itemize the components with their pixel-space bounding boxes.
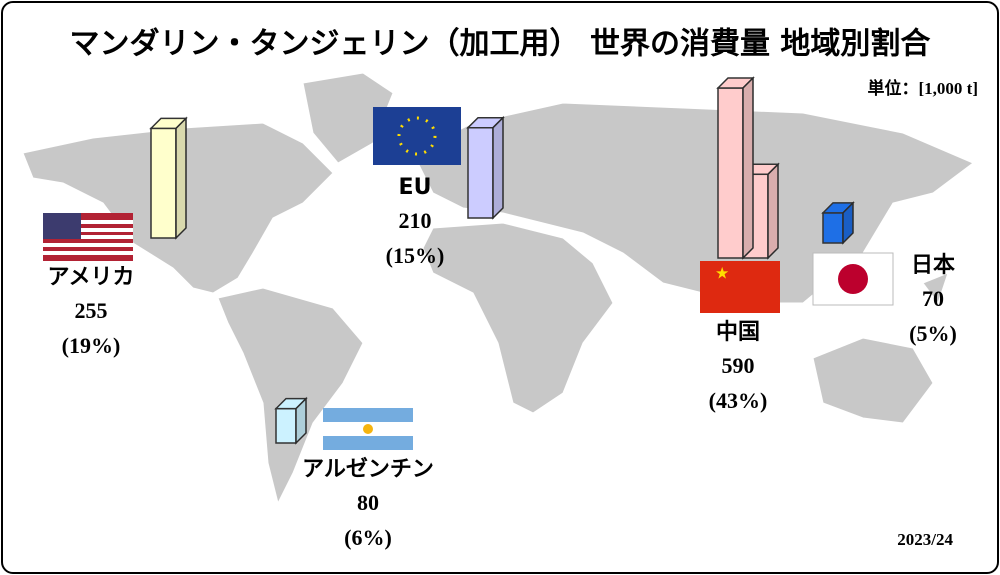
region-label: アメリカ bbox=[48, 265, 135, 290]
flag-china: ★ bbox=[700, 261, 780, 313]
flag-eu bbox=[373, 107, 461, 165]
bar-side bbox=[767, 162, 779, 260]
bar-side bbox=[492, 115, 504, 220]
region-label: 日本 bbox=[911, 253, 955, 278]
value-label: 590 bbox=[722, 353, 755, 378]
unit: 単位：[1,000 t] bbox=[868, 78, 978, 98]
bar bbox=[150, 127, 177, 239]
share-label: (15%) bbox=[386, 243, 445, 268]
chart: マンダリン・タンジェリン（加工用） 世界の消費量 地域別割合 単位：[1,000… bbox=[22, 27, 978, 550]
region-label: 中国 bbox=[716, 320, 760, 345]
bar bbox=[275, 407, 297, 444]
flag-japan bbox=[812, 252, 894, 306]
share-label: (5%) bbox=[909, 321, 957, 346]
share-label: (6%) bbox=[344, 525, 392, 550]
bar bbox=[467, 126, 494, 219]
flag-usa bbox=[43, 213, 133, 261]
period: 2023/24 bbox=[897, 530, 953, 549]
bar-side bbox=[742, 76, 754, 260]
bar-side bbox=[295, 396, 307, 445]
flag-argentina bbox=[323, 408, 413, 450]
share-label: (19%) bbox=[62, 333, 121, 358]
title: マンダリン・タンジェリン（加工用） 世界の消費量 地域別割合 bbox=[70, 27, 931, 62]
region-label: EU bbox=[399, 175, 432, 200]
value-label: 80 bbox=[357, 490, 379, 515]
star: ★ bbox=[715, 266, 729, 283]
bar-side bbox=[175, 116, 187, 240]
share-label: (43%) bbox=[709, 388, 768, 413]
value-label: 255 bbox=[75, 298, 108, 323]
region-label: アルゼンチン bbox=[302, 457, 434, 482]
bar bbox=[822, 212, 844, 244]
bar bbox=[717, 87, 744, 259]
bar-side bbox=[842, 201, 854, 245]
value-label: 210 bbox=[399, 208, 432, 233]
value-label: 70 bbox=[922, 286, 944, 311]
